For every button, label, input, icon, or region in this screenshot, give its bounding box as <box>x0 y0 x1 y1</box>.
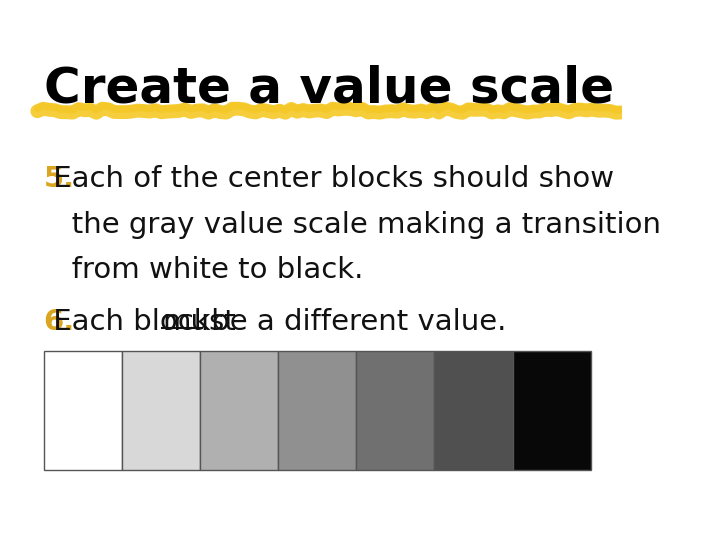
Text: Create a value scale: Create a value scale <box>43 65 613 113</box>
Bar <box>513 351 591 470</box>
Text: from white to black.: from white to black. <box>43 256 363 285</box>
Bar <box>356 351 434 470</box>
Text: the gray value scale making a transition: the gray value scale making a transition <box>43 211 660 239</box>
Text: must: must <box>163 308 236 336</box>
Text: Each of the center blocks should show: Each of the center blocks should show <box>43 165 613 193</box>
Bar <box>122 351 200 470</box>
Bar <box>43 351 122 470</box>
Bar <box>200 351 278 470</box>
Bar <box>434 351 513 470</box>
Text: be a different value.: be a different value. <box>202 308 506 336</box>
Text: 6.: 6. <box>43 308 75 336</box>
Text: Each block: Each block <box>43 308 220 336</box>
Text: 5.: 5. <box>43 165 75 193</box>
Bar <box>278 351 356 470</box>
